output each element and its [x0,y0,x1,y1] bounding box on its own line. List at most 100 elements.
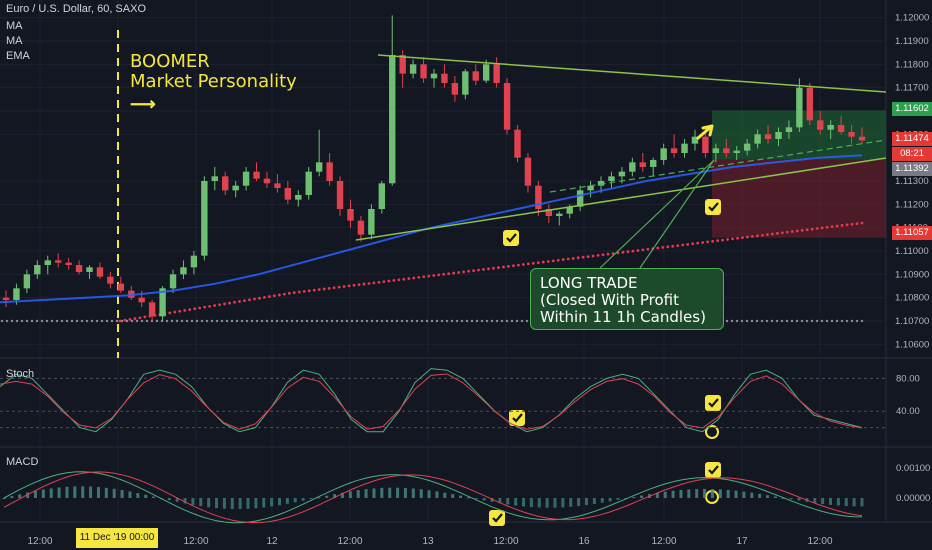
red-ma-dot [277,293,281,297]
macd-pane-label[interactable]: MACD [6,456,39,468]
grey-ma-dot [480,319,484,323]
red-ma-dot [701,241,705,244]
macd-histogram-bar [584,498,588,506]
macd-histogram-bar [773,496,777,498]
checkmark-icon-tick [708,465,719,475]
red-ma-dot [621,250,625,254]
macd-histogram-bar [750,492,754,498]
candle-body [806,87,814,121]
candle-body [764,134,772,139]
macd-histogram-bar [89,486,93,498]
grey-ma-dot [840,319,844,323]
grey-ma-dot [155,319,159,323]
macd-histogram-bar [215,498,219,509]
grey-ma-dot [345,319,349,323]
red-ma-dot [546,260,550,263]
macd-histogram-bar [2,498,6,499]
red-ma-dot [581,255,585,259]
symbol-legend[interactable]: Euro / U.S. Dollar, 60, SAXO [6,3,147,15]
red-ma-dot [302,290,306,293]
red-ma-dot [800,228,804,232]
candle-body [222,176,229,191]
red-ma-dot [711,239,715,243]
red-ma-dot [322,287,326,291]
red-ma-dot [561,258,565,262]
ma-legend-2[interactable]: MA [6,35,23,47]
red-ma-dot [656,246,660,250]
grey-ma-dot [215,319,219,323]
grey-ma-dot [430,319,434,323]
candle-body [733,150,740,153]
ma-legend-1[interactable]: MA [6,20,23,32]
candle-body [263,178,271,184]
red-ma-dot [422,275,426,279]
grey-ma-dot [420,319,424,323]
red-ma-dot [253,297,256,301]
grey-ma-dot [415,319,419,323]
grey-ma-dot [95,319,99,323]
macd-histogram-bar [222,498,226,509]
red-ma-dot [203,305,207,309]
grey-ma-dot [440,319,444,323]
candle-body [681,143,688,153]
candle-body [54,260,62,263]
grey-ma-dot [815,319,819,323]
red-ma-dot [267,295,271,298]
candle-body [75,265,83,272]
grey-ma-dot [60,319,64,323]
red-ma-dot [327,286,331,290]
grey-ma-dot [835,319,839,323]
macd-histogram-bar [270,498,274,507]
grey-ma-dot [40,319,44,323]
time-tick-label: 12 [266,536,278,547]
macd-histogram-bar [96,487,100,498]
candle-body [629,162,636,172]
macd-histogram-bar [309,498,313,500]
entry-price-tag: 1.11392 [892,162,932,176]
candle-body [368,209,375,235]
candle-body [451,83,459,95]
ema-legend[interactable]: EMA [6,50,30,62]
boomer-annotation: BOOMER Market Personality [130,52,297,92]
grey-ma-dot [140,319,144,323]
red-ma-dot [282,292,286,296]
macd-histogram-bar [844,498,848,507]
red-ma-dot [128,317,132,321]
red-ma-dot [521,263,525,266]
macd-histogram-bar [829,498,833,505]
grey-ma-dot [805,319,809,323]
red-ma-dot [317,288,321,291]
macd-histogram-bar [797,498,801,501]
candle-body [482,64,490,81]
candle-body [86,267,93,272]
stoch-pane-label[interactable]: Stoch [6,368,35,380]
red-ma-dot [407,277,411,280]
macd-histogram-bar [144,494,148,498]
time-tick-label: 13 [422,536,434,547]
red-ma-dot [297,290,301,294]
candle-body [597,181,605,186]
candle-body [775,132,782,139]
checkmark-icon-tick [506,233,517,243]
candle-body [817,120,824,130]
candle-body [315,162,323,172]
red-ma-dot [352,283,356,287]
time-tick-label: 12:00 [807,536,832,547]
macd-signal-line [3,471,863,524]
red-ma-dot [287,291,291,295]
red-ma-dot [477,268,480,272]
red-ma-dot [138,316,142,320]
macd-histogram-bar [600,498,604,503]
grey-ma-dot [335,319,339,323]
red-ma-dot [213,304,217,307]
macd-histogram-bar [482,498,486,501]
checkmark-icon-tick [708,202,719,212]
candle-body [660,148,667,160]
candle-body [399,55,406,74]
grey-ma-dot [730,319,734,323]
candle-body [743,143,751,151]
red-ma-dot [487,267,490,271]
macd-histogram-bar [41,489,45,498]
grey-ma-dot [500,319,504,323]
